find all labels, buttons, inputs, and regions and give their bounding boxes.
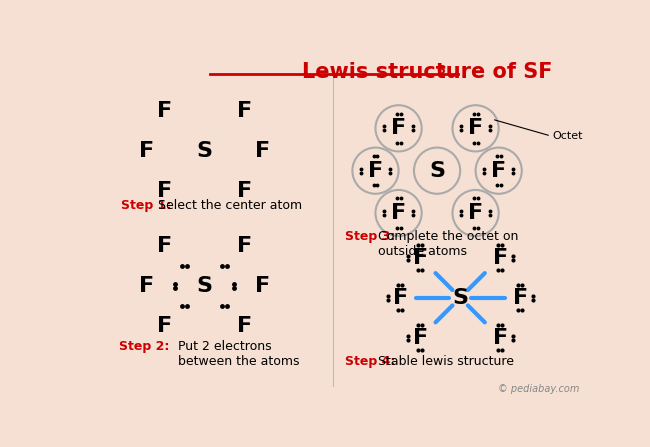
Text: 6: 6	[436, 64, 445, 77]
Text: F: F	[493, 248, 508, 268]
Text: Lewis structure of SF: Lewis structure of SF	[302, 62, 552, 82]
Text: F: F	[413, 248, 428, 268]
Text: F: F	[468, 203, 483, 223]
Text: F: F	[491, 160, 506, 181]
Text: Complete the octet on
outside atoms: Complete the octet on outside atoms	[378, 230, 518, 258]
Text: Select the center atom: Select the center atom	[155, 199, 303, 212]
Text: S: S	[196, 276, 213, 296]
Text: F: F	[413, 328, 428, 348]
Text: F: F	[493, 328, 508, 348]
Text: F: F	[157, 101, 172, 122]
Text: Step 2:: Step 2:	[120, 340, 170, 353]
Text: F: F	[255, 276, 270, 296]
Text: F: F	[255, 141, 270, 161]
Text: F: F	[139, 276, 154, 296]
Text: S: S	[429, 160, 445, 181]
Text: F: F	[157, 236, 172, 256]
Text: F: F	[391, 203, 406, 223]
Text: Step 1:: Step 1:	[122, 199, 172, 212]
Text: Put 2 electrons
between the atoms: Put 2 electrons between the atoms	[177, 340, 299, 368]
Text: Step 4:: Step 4:	[344, 355, 395, 368]
Text: S: S	[452, 288, 468, 308]
Text: F: F	[139, 141, 154, 161]
Text: Octet: Octet	[552, 131, 583, 141]
Text: F: F	[513, 288, 528, 308]
Text: F: F	[237, 236, 252, 256]
Text: F: F	[237, 316, 252, 336]
Text: F: F	[391, 118, 406, 138]
Text: F: F	[468, 118, 483, 138]
Text: S: S	[196, 141, 213, 161]
Text: F: F	[393, 288, 408, 308]
Text: © pediabay.com: © pediabay.com	[498, 384, 580, 394]
Text: F: F	[157, 181, 172, 202]
Text: F: F	[237, 101, 252, 122]
Text: F: F	[237, 181, 252, 202]
Text: F: F	[157, 316, 172, 336]
Text: F: F	[368, 160, 383, 181]
Text: Step 3:: Step 3:	[344, 230, 395, 243]
Text: Stable lewis structure: Stable lewis structure	[378, 355, 514, 368]
